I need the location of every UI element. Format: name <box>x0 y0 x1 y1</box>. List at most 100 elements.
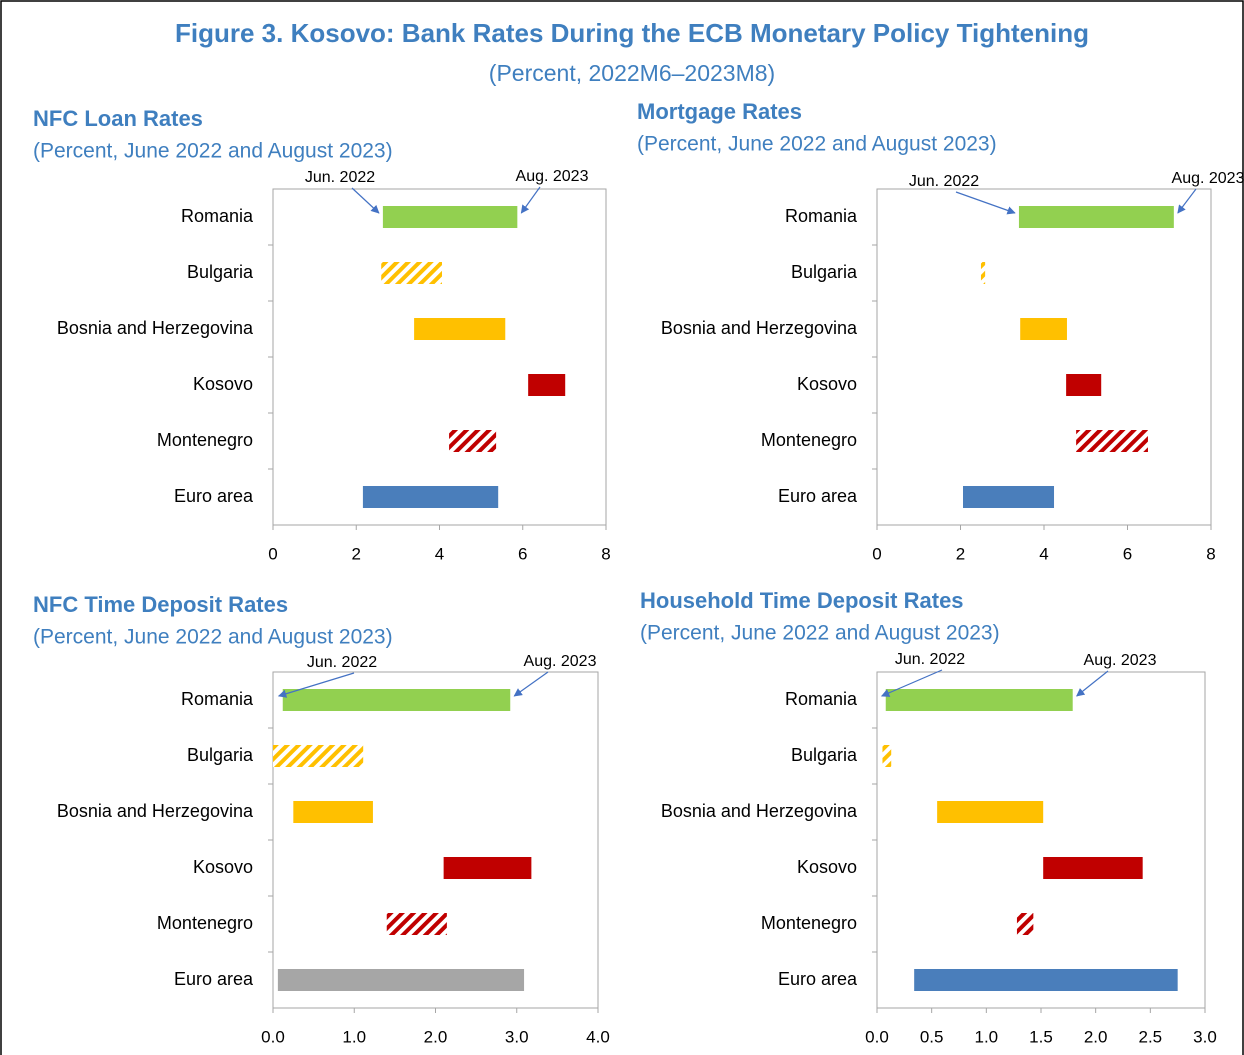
category-label: Kosovo <box>193 374 253 394</box>
annotation: Aug. 2023 <box>1172 170 1244 187</box>
x-tick-label: 0 <box>268 544 277 563</box>
x-tick-label: 2.0 <box>424 1027 448 1046</box>
category-label: Kosovo <box>193 857 253 877</box>
category-label: Montenegro <box>761 430 857 450</box>
category-label: Romania <box>181 689 254 709</box>
category-label: Kosovo <box>797 374 857 394</box>
range-bar <box>386 913 447 935</box>
plot-frame <box>876 188 1212 526</box>
x-tick-label: 2.5 <box>1139 1027 1163 1046</box>
range-bar <box>273 745 364 767</box>
panel-title: NFC Loan Rates <box>33 106 203 131</box>
category-label: Euro area <box>174 969 254 989</box>
category-label: Montenegro <box>761 913 857 933</box>
category-label: Bosnia and Herzegovina <box>661 801 858 821</box>
annotation: Jun. 2022 <box>895 651 965 668</box>
range-bar <box>277 969 525 991</box>
panel-title: Household Time Deposit Rates <box>640 588 964 613</box>
x-tick-label: 2 <box>352 544 361 563</box>
x-tick-label: 3.0 <box>1193 1027 1217 1046</box>
range-bar <box>963 486 1055 508</box>
annotation: Jun. 2022 <box>307 654 377 671</box>
category-label: Romania <box>785 689 858 709</box>
annotation-arrow <box>1076 670 1109 697</box>
x-tick-label: 4.0 <box>586 1027 610 1046</box>
x-tick-label: 0.0 <box>261 1027 285 1046</box>
category-label: Romania <box>785 206 858 226</box>
x-tick-label: 0 <box>872 544 881 563</box>
category-label: Euro area <box>778 486 858 506</box>
x-tick-label: 1.0 <box>342 1027 366 1046</box>
category-label: Romania <box>181 206 254 226</box>
annotation-arrow <box>351 187 380 214</box>
annotation-arrow <box>277 672 355 698</box>
annotation-arrow <box>955 191 1016 215</box>
annotation-arrow <box>1177 188 1197 214</box>
category-label: Bosnia and Herzegovina <box>57 801 254 821</box>
x-tick-label: 6 <box>1123 544 1132 563</box>
range-bar <box>1016 913 1034 935</box>
range-bar <box>1066 374 1102 396</box>
category-label: Bulgaria <box>791 262 858 282</box>
range-bar <box>885 689 1073 711</box>
annotation: Aug. 2023 <box>1084 652 1157 669</box>
x-tick-label: 1.5 <box>1029 1027 1053 1046</box>
annotation-arrow <box>880 669 943 697</box>
panel-subtitle: (Percent, June 2022 and August 2023) <box>33 626 393 649</box>
range-bar <box>1076 430 1148 452</box>
category-label: Montenegro <box>157 430 253 450</box>
panel-subtitle: (Percent, June 2022 and August 2023) <box>640 622 1000 645</box>
range-bar <box>914 969 1178 991</box>
annotation: Jun. 2022 <box>305 169 375 186</box>
category-label: Montenegro <box>157 913 253 933</box>
category-label: Bulgaria <box>187 262 254 282</box>
range-bar <box>1043 857 1143 879</box>
panel-title: Mortgage Rates <box>637 99 802 124</box>
range-bar <box>443 857 532 879</box>
category-label: Bosnia and Herzegovina <box>57 318 254 338</box>
annotation-arrow <box>520 186 541 214</box>
category-label: Bulgaria <box>791 745 858 765</box>
range-bar <box>382 206 518 228</box>
range-bar <box>362 486 499 508</box>
range-bar <box>937 801 1044 823</box>
panel-subtitle: (Percent, June 2022 and August 2023) <box>33 140 393 163</box>
range-bar <box>293 801 373 823</box>
annotation: Jun. 2022 <box>909 173 979 190</box>
plot-frame <box>272 188 607 526</box>
x-tick-label: 8 <box>601 544 610 563</box>
annotation: Aug. 2023 <box>524 653 597 670</box>
x-tick-label: 2.0 <box>1084 1027 1108 1046</box>
category-label: Bosnia and Herzegovina <box>661 318 858 338</box>
x-tick-label: 8 <box>1206 544 1215 563</box>
panel-subtitle: (Percent, June 2022 and August 2023) <box>637 133 997 156</box>
x-tick-label: 4 <box>1039 544 1048 563</box>
x-tick-label: 2 <box>956 544 965 563</box>
x-tick-label: 0.0 <box>865 1027 889 1046</box>
figure-subtitle: (Percent, 2022M6–2023M8) <box>489 60 775 86</box>
x-tick-label: 0.5 <box>920 1027 944 1046</box>
range-bar <box>449 430 497 452</box>
range-bar <box>882 745 892 767</box>
category-label: Kosovo <box>797 857 857 877</box>
range-bar <box>282 689 511 711</box>
range-bar <box>381 262 442 284</box>
x-tick-label: 4 <box>435 544 444 563</box>
range-bar <box>1020 318 1067 340</box>
annotation-arrow <box>513 671 549 697</box>
x-tick-label: 3.0 <box>505 1027 529 1046</box>
category-label: Bulgaria <box>187 745 254 765</box>
annotation: Aug. 2023 <box>516 168 589 185</box>
panel-title: NFC Time Deposit Rates <box>33 592 288 617</box>
plot-frame <box>272 671 599 1009</box>
figure-title: Figure 3. Kosovo: Bank Rates During the … <box>175 18 1089 48</box>
x-tick-label: 1.0 <box>975 1027 999 1046</box>
range-bar <box>414 318 506 340</box>
category-label: Euro area <box>778 969 858 989</box>
range-bar <box>1018 206 1174 228</box>
range-bar <box>980 262 986 284</box>
category-label: Euro area <box>174 486 254 506</box>
x-tick-label: 6 <box>518 544 527 563</box>
